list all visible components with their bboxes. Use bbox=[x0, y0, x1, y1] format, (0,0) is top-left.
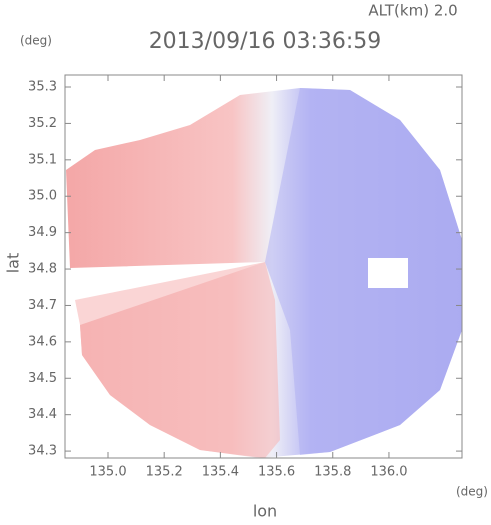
x-tick-label: 135.2 bbox=[146, 465, 183, 480]
y-tick-label: 34.6 bbox=[28, 334, 57, 349]
gap bbox=[368, 258, 408, 288]
velocity-field bbox=[265, 88, 462, 455]
y-tick-label: 34.3 bbox=[28, 444, 57, 459]
y-tick-label: 35.1 bbox=[28, 152, 57, 167]
x-tick-label: 135.4 bbox=[202, 465, 239, 480]
y-tick-label: 35.3 bbox=[28, 80, 57, 95]
radar-field bbox=[66, 88, 462, 458]
plot-frame bbox=[64, 74, 463, 459]
y-tick-label: 34.4 bbox=[28, 407, 57, 422]
y-tick-label: 34.8 bbox=[28, 262, 57, 277]
altitude-label: ALT(km) 2.0 bbox=[368, 2, 457, 20]
x-tick-label: 135.8 bbox=[314, 465, 351, 480]
x-unit: (deg) bbox=[456, 485, 488, 499]
y-tick-label: 34.5 bbox=[28, 371, 57, 386]
y-unit: (deg) bbox=[20, 34, 52, 48]
y-tick-label: 34.7 bbox=[28, 298, 57, 313]
chart-title: 2013/09/16 03:36:59 bbox=[149, 29, 382, 54]
x-tick-label: 136.0 bbox=[370, 465, 407, 480]
x-tick-label: 135.6 bbox=[258, 465, 295, 480]
y-tick-label: 35.2 bbox=[28, 116, 57, 131]
y-axis-label: lat bbox=[4, 253, 23, 274]
x-tick-label: 135.0 bbox=[89, 465, 126, 480]
y-tick-label: 35.0 bbox=[28, 189, 57, 204]
velocity-field bbox=[75, 262, 280, 458]
x-axis-label: lon bbox=[253, 502, 277, 521]
y-tick-label: 34.9 bbox=[28, 225, 57, 240]
